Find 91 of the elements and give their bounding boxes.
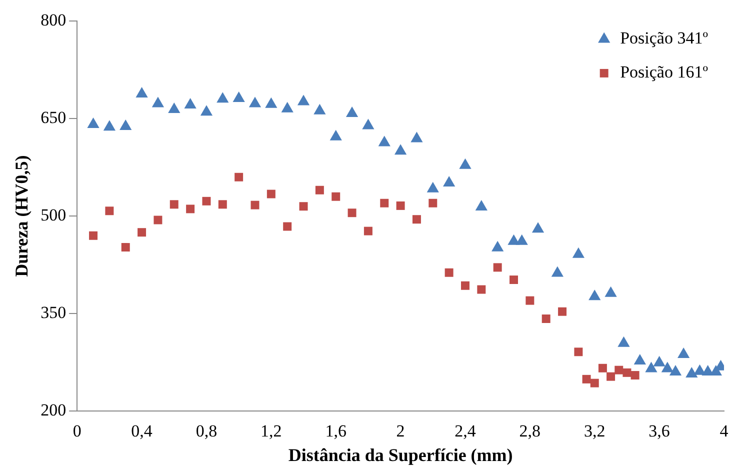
point: [216, 92, 229, 103]
point: [314, 104, 326, 114]
point: [281, 102, 294, 112]
point: [396, 201, 405, 210]
point: [121, 243, 130, 252]
point: [590, 378, 599, 388]
point: [426, 182, 439, 192]
point: [410, 132, 423, 142]
point: [170, 200, 178, 209]
point: [362, 118, 374, 130]
point: [297, 94, 310, 106]
point: [105, 206, 114, 216]
x-tick-label: 2: [396, 422, 405, 441]
point: [394, 144, 407, 155]
x-tick-label: 0: [72, 422, 82, 441]
x-tick-label: 4: [720, 422, 729, 441]
point: [614, 366, 624, 374]
y-tick-label: 800: [40, 10, 66, 30]
point: [186, 204, 195, 214]
point: [477, 285, 486, 294]
point: [138, 228, 146, 237]
x-tick-label: 1,2: [260, 422, 282, 441]
point: [492, 240, 504, 252]
point: [588, 290, 601, 300]
point: [526, 296, 534, 305]
point: [232, 92, 245, 102]
x-tick-label: 3,6: [648, 422, 670, 441]
point: [103, 120, 116, 131]
point: [136, 86, 148, 98]
x-axis-title: Distância da Superfície (mm): [288, 444, 513, 465]
point: [475, 200, 488, 211]
point: [510, 276, 518, 284]
point: [574, 348, 583, 356]
point: [315, 186, 324, 194]
x-tick-label: 2,4: [454, 422, 476, 441]
point: [542, 314, 550, 323]
point: [604, 286, 617, 297]
x-tick-label: 0,4: [131, 422, 153, 441]
point: [669, 365, 682, 376]
point: [378, 136, 390, 146]
point: [200, 105, 213, 116]
legend-label: Posição 161º: [620, 62, 708, 82]
point: [493, 263, 502, 272]
point: [551, 266, 564, 277]
point: [152, 96, 164, 108]
x-tick-label: 3,2: [584, 422, 606, 441]
point: [283, 222, 292, 231]
y-tick-label: 650: [40, 108, 66, 128]
point: [516, 234, 528, 245]
point: [184, 98, 196, 109]
point: [348, 208, 356, 218]
point: [364, 226, 372, 236]
point: [346, 106, 358, 117]
point: [428, 198, 438, 208]
point: [380, 198, 389, 208]
point: [218, 200, 227, 209]
y-tick-label: 500: [40, 206, 66, 225]
legend-label: Posição 341º: [620, 28, 708, 48]
point: [443, 176, 456, 186]
x-tick-label: 0,8: [196, 422, 218, 441]
point: [330, 130, 342, 140]
point: [250, 200, 260, 210]
point: [606, 372, 616, 381]
point: [87, 117, 100, 128]
point: [572, 247, 585, 258]
point: [412, 215, 421, 224]
point: [598, 364, 607, 372]
point: [630, 371, 640, 380]
point: [558, 307, 567, 316]
x-tick-label: 2,8: [519, 422, 541, 441]
point: [299, 202, 308, 211]
x-tick-label: 1,6: [325, 422, 346, 441]
point: [120, 119, 132, 130]
point: [459, 158, 472, 169]
point: [582, 374, 591, 384]
point: [265, 97, 278, 108]
y-tick-label: 350: [40, 303, 66, 322]
point: [202, 196, 211, 206]
point: [622, 368, 632, 377]
point: [89, 231, 98, 240]
point: [234, 172, 244, 182]
point: [168, 102, 180, 114]
y-axis-title: Dureza (HV0,5): [11, 155, 32, 277]
point: [461, 281, 470, 290]
y-tick-label: 200: [40, 400, 66, 420]
point: [332, 192, 340, 201]
point: [444, 268, 454, 277]
point: [248, 96, 262, 108]
point: [266, 190, 276, 198]
point: [154, 216, 162, 224]
point: [532, 222, 544, 233]
